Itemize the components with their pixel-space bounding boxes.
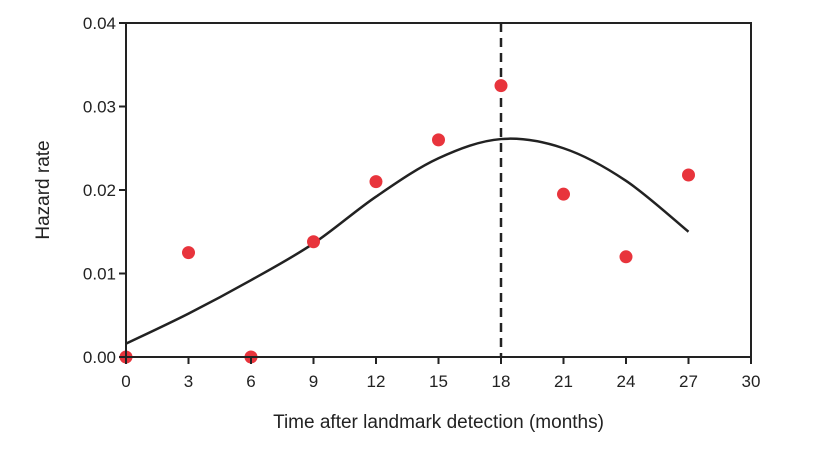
- plot-area: [119, 23, 695, 364]
- y-tick-label: 0.02: [83, 181, 116, 200]
- data-point: [682, 168, 695, 182]
- data-point: [494, 79, 508, 93]
- x-tick-label: 9: [309, 372, 318, 391]
- x-tick-label: 3: [184, 372, 193, 391]
- data-point: [432, 133, 445, 147]
- y-tick-label: 0.03: [83, 98, 116, 117]
- x-tick-label: 12: [367, 372, 386, 391]
- y-tick-label: 0.01: [83, 265, 116, 284]
- x-axis-ticks: 0 3 6 9 12 15 18 21 24 27 30: [121, 357, 760, 391]
- x-tick-label: 6: [246, 372, 255, 391]
- data-point: [619, 250, 633, 264]
- x-axis-title: Time after landmark detection (months): [273, 412, 604, 433]
- fitted-hazard-curve: [125, 137, 690, 345]
- data-point: [557, 187, 570, 201]
- x-tick-label: 27: [679, 372, 698, 391]
- y-axis-title: Hazard rate: [33, 140, 54, 239]
- x-tick-label: 0: [121, 372, 130, 391]
- axes: [125, 22, 752, 358]
- plot-frame: [125, 22, 752, 358]
- x-tick-label: 30: [742, 372, 761, 391]
- x-tick-label: 18: [492, 372, 511, 391]
- y-tick-label: 0.00: [83, 348, 116, 367]
- y-axis-ticks: 0.00 0.01 0.02 0.03 0.04: [83, 14, 126, 367]
- data-point: [307, 235, 320, 249]
- data-point: [369, 175, 383, 189]
- x-tick-label: 15: [429, 372, 448, 391]
- x-tick-label: 21: [554, 372, 573, 391]
- x-tick-label: 24: [617, 372, 636, 391]
- data-point: [182, 246, 195, 260]
- y-tick-label: 0.04: [83, 14, 116, 33]
